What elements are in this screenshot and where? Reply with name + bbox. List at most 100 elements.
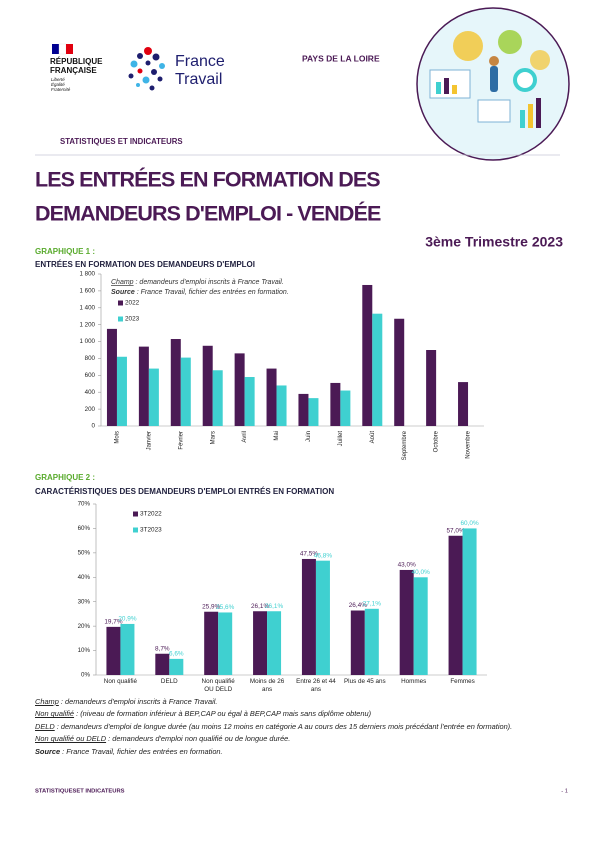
x-tick-label: Octobre	[434, 430, 440, 452]
value-label: 6,6%	[169, 651, 184, 658]
note-term: DELD	[35, 721, 55, 731]
motto-line: Fraternité	[51, 87, 71, 92]
x-tick-label: Hommes	[401, 678, 427, 685]
y-tick-label: 70%	[78, 501, 91, 508]
note: Non qualifié : (niveau de formation infé…	[35, 709, 555, 718]
bar	[301, 558, 316, 675]
bar	[218, 612, 233, 675]
value-label: 26,1%	[251, 603, 269, 610]
x-tick-label: Janvier	[146, 431, 152, 450]
brand-line: France	[175, 53, 225, 70]
bar	[266, 368, 277, 426]
value-label: 19,7%	[104, 619, 122, 626]
republique-logo: RÉPUBLIQUE FRANÇAISE Liberté Égalité Fra…	[50, 43, 103, 92]
bar	[106, 328, 117, 426]
bar	[362, 284, 373, 426]
motto-line: Liberté	[51, 77, 65, 82]
illustration	[416, 7, 570, 161]
bar	[180, 357, 191, 426]
bar	[202, 345, 213, 426]
note: DELD : demandeurs d'emploi de longue dur…	[35, 722, 555, 731]
x-tick-label: Juin	[306, 431, 312, 442]
value-label: 46,8%	[314, 552, 332, 559]
value-label: 8,7%	[155, 645, 170, 652]
bar	[340, 390, 351, 426]
republic-line: FRANÇAISE	[50, 66, 97, 75]
bar	[234, 353, 245, 426]
value-label: 40,0%	[412, 569, 430, 576]
note-term: Champ	[35, 697, 59, 706]
x-tick-label: Avril	[242, 431, 248, 443]
note-text: : demandeurs d'emploi de longue durée (a…	[56, 721, 513, 731]
bar	[212, 370, 223, 426]
chart-title: CARACTÉRISTIQUES DES DEMANDEURS D'EMPLOI…	[35, 487, 334, 496]
value-label: 27,1%	[363, 600, 381, 607]
legend-swatch	[118, 316, 123, 322]
footer-left: STATISTIQUESET INDICATEURS	[35, 789, 125, 795]
bar	[426, 350, 437, 426]
x-tick-label: Entre 26 et 44 ans	[296, 678, 336, 693]
y-tick-label: 400	[85, 389, 96, 396]
bar	[276, 385, 287, 426]
bar	[372, 313, 383, 426]
note-term: Non qualifié ou DELD	[35, 734, 107, 744]
y-tick-label: 30%	[78, 598, 91, 605]
y-tick-label: 1 000	[80, 338, 96, 345]
bar	[169, 658, 184, 675]
chart-label: GRAPHIQUE 1 :	[35, 247, 95, 256]
chart-note: Source : France Travail, fichier des ent…	[111, 289, 289, 296]
legend-label: 2023	[125, 316, 140, 323]
note-text: : demandeurs d'emploi inscrits à France …	[136, 279, 284, 286]
bar	[138, 346, 149, 426]
x-tick-label: Plus de 45 ans	[343, 678, 386, 685]
x-tick-label: Femmes	[450, 678, 475, 685]
note-term: Source	[111, 289, 135, 296]
y-tick-label: 1 800	[80, 271, 96, 278]
legend-swatch	[133, 527, 138, 533]
note-text: : France Travail, fichier des entrées en…	[62, 746, 223, 756]
x-tick-label: DELD	[160, 678, 178, 685]
bar	[350, 610, 365, 675]
value-label: 25,6%	[216, 604, 234, 611]
x-tick-label: Mai	[274, 431, 280, 441]
bar	[116, 356, 127, 426]
value-label: 60,0%	[461, 520, 479, 527]
value-label: 26,4%	[349, 602, 367, 609]
legend-swatch	[133, 511, 138, 517]
y-tick-label: 1 200	[80, 321, 96, 328]
note: Source : France Travail, fichier des ent…	[35, 747, 555, 756]
bar	[399, 569, 414, 675]
legend-label: 3T2023	[140, 527, 162, 534]
chart-label: GRAPHIQUE 2 :	[35, 473, 95, 482]
y-tick-label: 1 400	[80, 304, 96, 311]
y-tick-label: 1 600	[80, 288, 96, 295]
bar	[330, 382, 341, 426]
bar	[204, 611, 219, 675]
x-tick-label: Mars	[210, 431, 216, 444]
bar	[155, 653, 170, 675]
chart-note: Champ : demandeurs d'emploi inscrits à F…	[111, 279, 284, 286]
note-term: Champ	[111, 279, 134, 286]
note: Non qualifié ou DELD : demandeurs d'empl…	[35, 734, 555, 743]
legend-swatch	[118, 300, 123, 306]
note-term: Non qualifié	[35, 709, 75, 719]
value-label: 25,9%	[202, 603, 220, 610]
chart-title: ENTRÉES EN FORMATION DES DEMANDEURS D'EM…	[35, 260, 255, 269]
bar	[413, 577, 428, 675]
section-label: STATISTIQUES ET INDICATEURS	[60, 137, 183, 146]
bar	[267, 611, 282, 675]
value-label: 26,1%	[265, 603, 283, 610]
value-label: 57,0%	[447, 527, 465, 534]
x-tick-label: Mois	[115, 431, 121, 444]
bar	[106, 626, 121, 675]
y-tick-label: 50%	[78, 549, 91, 556]
x-tick-label: Février	[178, 431, 184, 450]
bar	[462, 528, 477, 675]
bar	[120, 623, 135, 675]
x-tick-label: Non qualifié OU DELD	[201, 678, 235, 693]
region: PAYS DE LA LOIRE	[302, 53, 380, 63]
x-tick-label: Novembre	[466, 430, 472, 458]
note: Champ : demandeurs d'emploi inscrits à F…	[35, 697, 555, 706]
